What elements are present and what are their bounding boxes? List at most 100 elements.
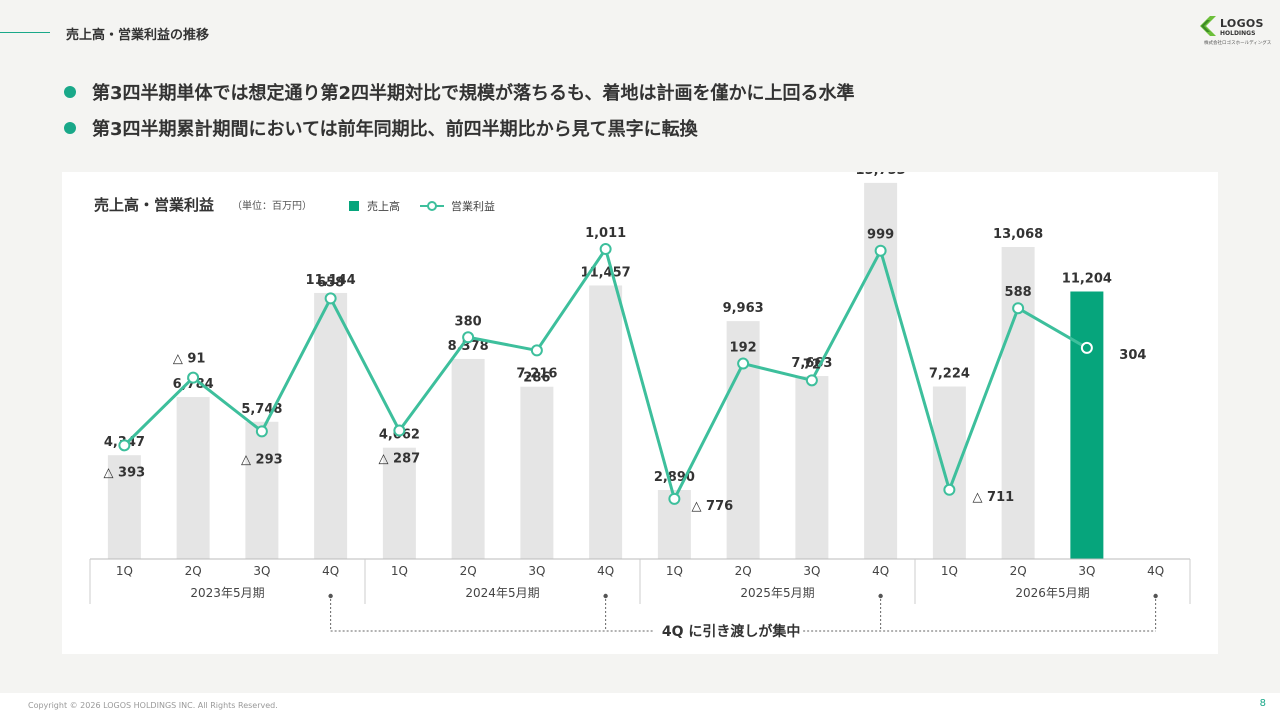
summary-bullet: 第3四半期累計期間においては前年同期比、前四半期比から見て黒字に転換	[64, 110, 855, 146]
bullet-text: 第3四半期累計期間においては前年同期比、前四半期比から見て黒字に転換	[92, 119, 698, 140]
x-tick-label: 2Q	[1010, 564, 1027, 578]
x-tick-label: 4Q	[322, 564, 339, 578]
x-tick-label: 2Q	[460, 564, 477, 578]
sales-bar	[795, 376, 829, 559]
profit-value-label: 380	[455, 314, 482, 329]
profit-value-label: 658	[317, 275, 344, 290]
sales-value-label: 11,144	[306, 273, 356, 288]
profit-value-label: △ 293	[241, 452, 283, 467]
sales-value-label: 15,753	[856, 172, 906, 178]
profit-marker	[805, 374, 818, 387]
x-tick-label: 1Q	[666, 564, 683, 578]
profit-marker	[943, 483, 956, 496]
annotation-dot	[878, 593, 883, 599]
x-tick-label: 3Q	[803, 564, 820, 578]
summary-bullet: 第3四半期単体では想定通り第2四半期対比で規模が落ちるも、着地は計画を僅かに上回…	[64, 74, 855, 110]
profit-marker	[1080, 341, 1093, 354]
sales-bar	[451, 358, 485, 559]
sales-value-label: 13,068	[993, 227, 1043, 242]
profit-value-label: △ 776	[692, 499, 734, 514]
group-label: 2024年5月期	[465, 586, 539, 600]
profit-marker	[462, 331, 475, 344]
profit-marker	[324, 292, 337, 305]
sales-bar	[589, 285, 623, 559]
profit-value-label: △ 393	[104, 465, 146, 480]
sales-bar	[726, 321, 760, 559]
logo-japanese-name: 株式会社ロゴスホールディングス	[1204, 41, 1272, 46]
profit-value-label: 999	[867, 228, 894, 243]
footer: Copyright © 2026 LOGOS HOLDINGS INC. All…	[0, 693, 1280, 720]
profit-marker	[393, 424, 406, 437]
header-accent-line	[0, 32, 50, 33]
bullet-text: 第3四半期単体では想定通り第2四半期対比で規模が落ちるも、着地は計画を僅かに上回…	[92, 83, 855, 104]
chart-unit: （単位：百万円）	[232, 199, 312, 212]
sales-bar	[245, 421, 279, 559]
profit-value-label: △ 287	[379, 452, 421, 467]
profit-marker	[187, 371, 200, 384]
profit-marker	[599, 243, 612, 256]
profit-marker	[668, 492, 681, 505]
page-number: 8	[1259, 698, 1266, 709]
profit-value-label: 588	[1005, 285, 1032, 300]
x-tick-label: 3Q	[253, 564, 270, 578]
logo-subtitle: HOLDINGS	[1220, 30, 1256, 37]
sales-value-label: 9,963	[723, 301, 764, 316]
sales-bar	[107, 455, 141, 559]
profit-value-label: 72	[803, 357, 821, 372]
chart-title: 売上高・営業利益	[94, 196, 214, 214]
profit-marker	[118, 439, 131, 452]
sales-profit-chart: 売上高・営業利益 （単位：百万円） 売上高 営業利益 4,3476,7845,7…	[89, 163, 1191, 640]
group-label: 2026年5月期	[1015, 586, 1089, 600]
profit-value-label: 286	[523, 370, 550, 385]
sales-bar	[932, 386, 966, 559]
bullet-dot-icon	[64, 86, 76, 98]
profit-value-label: 192	[730, 341, 757, 356]
sales-bar	[314, 292, 348, 559]
profit-value-label: △ 711	[973, 490, 1015, 505]
x-tick-label: 2Q	[735, 564, 752, 578]
summary-bullets: 第3四半期単体では想定通り第2四半期対比で規模が落ちるも、着地は計画を僅かに上回…	[64, 74, 855, 146]
x-tick-label: 4Q	[1147, 564, 1164, 578]
sales-bar	[1070, 291, 1104, 559]
logos-chevron-icon	[1200, 16, 1216, 36]
annotation-dot	[1153, 593, 1158, 599]
chart-card: 売上高・営業利益 （単位：百万円） 売上高 営業利益 4,3476,7845,7…	[62, 163, 1218, 654]
legend-profit-marker	[427, 201, 437, 211]
annotation-text: 4Q に引き渡しが集中	[662, 623, 801, 640]
sales-value-label: 11,204	[1062, 272, 1112, 287]
x-tick-label: 1Q	[391, 564, 408, 578]
page-title: 売上高・営業利益の推移	[66, 28, 210, 43]
x-tick-label: 3Q	[1078, 564, 1095, 578]
sales-bar	[176, 397, 210, 559]
x-tick-label: 3Q	[528, 564, 545, 578]
profit-value-label: 304	[1119, 348, 1146, 363]
x-tick-label: 1Q	[941, 564, 958, 578]
profit-marker	[874, 244, 887, 257]
copyright-text: Copyright © 2026 LOGOS HOLDINGS INC. All…	[28, 701, 278, 710]
x-tick-label: 4Q	[597, 564, 614, 578]
group-label: 2025年5月期	[740, 586, 814, 600]
profit-marker	[530, 344, 543, 357]
company-logo: LOGOS HOLDINGS 株式会社ロゴスホールディングス	[1200, 8, 1271, 48]
x-tick-label: 2Q	[185, 564, 202, 578]
annotation-dot	[328, 593, 333, 599]
bullet-dot-icon	[64, 122, 76, 134]
profit-marker	[255, 425, 268, 438]
sales-bar	[382, 447, 416, 559]
legend-sales-label: 売上高	[367, 199, 400, 213]
profit-marker	[737, 357, 750, 370]
sales-value-label: 7,216	[516, 367, 557, 382]
legend-sales-swatch	[349, 201, 359, 211]
profit-marker	[1012, 302, 1025, 315]
sales-bar	[1001, 247, 1035, 559]
group-label: 2023年5月期	[190, 586, 264, 600]
profit-value-label: △ 91	[173, 352, 206, 367]
plot-area: 4,3476,7845,74811,1444,6628,3787,21611,4…	[89, 163, 1191, 640]
x-tick-label: 1Q	[116, 564, 133, 578]
sales-value-label: 7,224	[929, 367, 970, 382]
annotation-dot	[603, 593, 608, 599]
sales-bar	[520, 386, 554, 559]
profit-value-label: 1,011	[585, 226, 626, 241]
logo-wordmark: LOGOS	[1220, 17, 1264, 30]
legend-profit-label: 営業利益	[451, 199, 495, 213]
